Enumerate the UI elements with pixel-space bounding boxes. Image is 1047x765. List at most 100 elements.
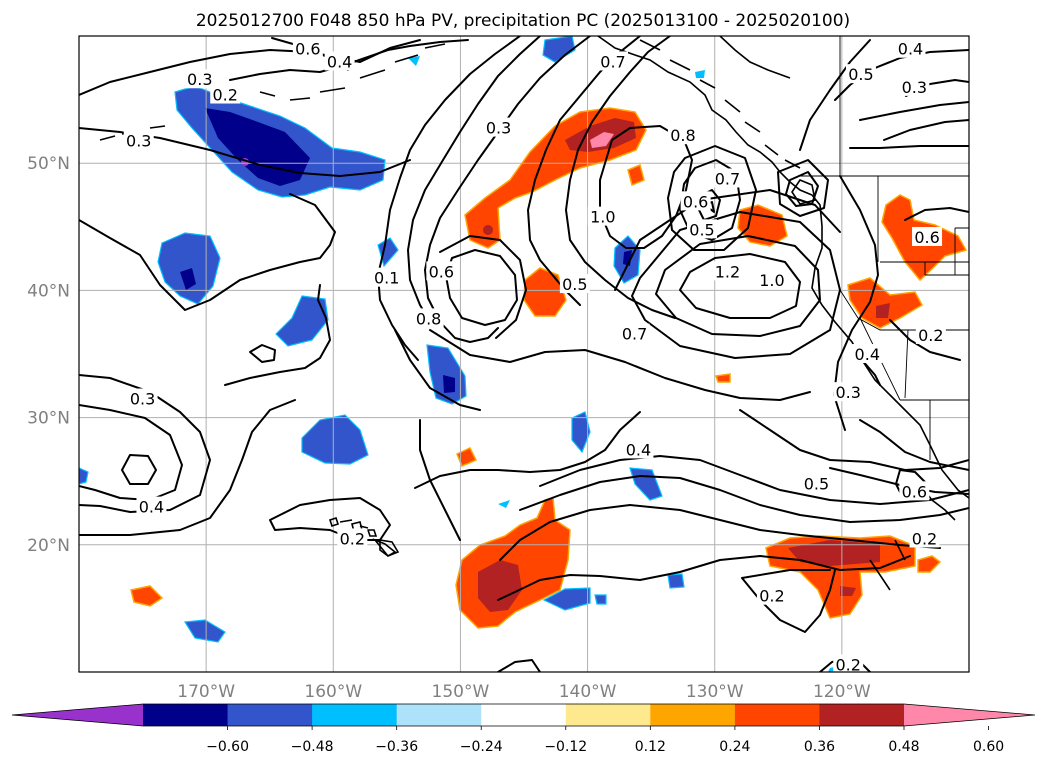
contour-label: 0.5 (562, 275, 587, 294)
pv-contours (79, 36, 969, 672)
contour-label-bg (426, 261, 457, 281)
map-frame (78, 35, 970, 673)
contour-label: 1.2 (715, 262, 740, 281)
contour-label: 0.4 (855, 345, 880, 364)
contour-label: 0.6 (683, 192, 708, 211)
contour-label: 0.2 (340, 529, 365, 548)
contour-label-bg (895, 38, 926, 58)
lat-tick-label: 40°N (27, 281, 70, 301)
colorbar-tick-label: 0.60 (973, 739, 1004, 755)
contour-label-bg (756, 270, 787, 290)
colorbar-outline (11, 703, 1036, 727)
map-area[interactable]: 0.30.20.30.40.60.30.70.80.70.60.51.01.2 1… (79, 36, 969, 674)
borders (800, 36, 969, 460)
contour-label: 0.6 (914, 228, 939, 247)
contour-label-bg (598, 51, 628, 71)
contour-label-bg (667, 125, 698, 145)
contour-label: 0.2 (912, 529, 937, 548)
contour-label: 0.3 (126, 131, 151, 150)
coastlines (99, 36, 969, 591)
contour-label: 0.2 (918, 326, 943, 345)
contour-label-bg (915, 324, 946, 344)
colorbar-tick-label: −0.24 (460, 739, 503, 755)
contour-label: 0.8 (416, 309, 441, 328)
contour-label-bg (324, 51, 355, 71)
contour-label-bg (587, 206, 618, 226)
contour-label: 0.5 (689, 220, 714, 239)
colorbar-bin (312, 704, 398, 726)
colorbar-tick-label: 0.12 (635, 739, 666, 755)
lat-tick-label: 30°N (27, 409, 70, 429)
contour-label: 0.5 (848, 65, 873, 84)
contour-label-bg (756, 585, 787, 605)
contour-label: 0.4 (898, 40, 923, 59)
lon-tick-label: 160°W (304, 682, 362, 702)
contour-label-bg (292, 38, 323, 58)
contour-label-bg (619, 323, 650, 343)
colorbar-bin (481, 704, 567, 726)
lon-tick-label: 120°W (813, 682, 871, 702)
contour-label-bg (371, 267, 402, 287)
contour-label: 0.6 (295, 40, 320, 59)
contour-label-bg (899, 481, 930, 501)
contour-label: 0.2 (759, 587, 784, 606)
contour-label-bg (123, 130, 154, 150)
longitude-tick-labels: 170°W 160°W 150°W 140°W 130°W 120°W (177, 682, 871, 702)
colorbar-bin (227, 704, 313, 726)
contour-label-bg (899, 76, 930, 96)
contour-label-bg (687, 219, 717, 239)
contour-label-bg (833, 382, 864, 402)
contour-label: 0.2 (835, 655, 860, 674)
lon-tick-label: 170°W (177, 682, 235, 702)
colorbar-tick-label: 0.36 (804, 739, 835, 755)
figure-title: 2025012700 F048 850 hPa PV, precipitatio… (196, 11, 850, 31)
contour-label-bg (712, 261, 743, 281)
contour-label-bg (712, 168, 743, 188)
neg-anomaly-170w (157, 232, 221, 305)
colorbar-tick-label: −0.12 (544, 739, 587, 755)
lon-tick-label: 140°W (559, 682, 617, 702)
colorbar-bin (565, 704, 651, 726)
contour-label-bg (680, 191, 711, 211)
contour-label: 0.1 (374, 269, 399, 288)
contour-label-bg (337, 528, 368, 548)
lon-tick-label: 130°W (686, 682, 744, 702)
colorbar-bin (650, 704, 736, 726)
contour-label: 0.3 (130, 390, 155, 409)
contour-label-bg (559, 274, 590, 294)
gridlines (79, 36, 969, 672)
contour-label-bg (852, 344, 883, 363)
colorbar-tick-label: 0.24 (719, 739, 750, 755)
colorbar-tick-label: −0.60 (206, 739, 249, 755)
contour-label: 1.0 (759, 271, 784, 290)
contour-label: 0.2 (212, 86, 237, 105)
contour-label: 0.3 (902, 78, 927, 97)
contour-label-bg (801, 473, 832, 493)
contour-label-bg (623, 439, 654, 459)
contour-label: 0.7 (622, 325, 647, 344)
contour-label-bg (127, 388, 158, 408)
contour-label: 0.6 (429, 262, 454, 281)
contour-label-bg (413, 308, 444, 328)
contour-label: 0.6 (902, 482, 927, 501)
contour-label-bg (833, 654, 864, 672)
contour-label: 0.4 (626, 440, 651, 459)
lon-tick-label: 150°W (432, 682, 490, 702)
colorbar-tick-label: −0.48 (291, 739, 334, 755)
contour-label: 0.7 (600, 52, 625, 71)
contour-label: 0.4 (327, 52, 352, 71)
contour-label: 0.3 (486, 119, 511, 138)
contour-label-bg (912, 226, 943, 246)
colorbar-tick-label: 0.48 (888, 739, 919, 755)
contour-label: 0.5 (804, 475, 829, 494)
contour-label-bg (845, 64, 876, 84)
contour-label: 0.3 (187, 70, 212, 89)
contour-label-bg (483, 117, 514, 137)
contour-label-bg (210, 84, 241, 104)
contour-label-bg (909, 528, 940, 548)
contour-label-bg (184, 69, 215, 89)
latitude-tick-labels: 20°N 30°N 40°N 50°N (27, 154, 70, 556)
colorbar: −0.60 −0.48 −0.36 −0.24 −0.12 0.12 0.24 0.36 0.4… (11, 703, 1036, 755)
pv-contour-labels: 0.30.20.30.40.60.30.70.80.70.60.51.01.2 1… (123, 38, 946, 674)
contour-label: 1.0 (590, 208, 615, 227)
